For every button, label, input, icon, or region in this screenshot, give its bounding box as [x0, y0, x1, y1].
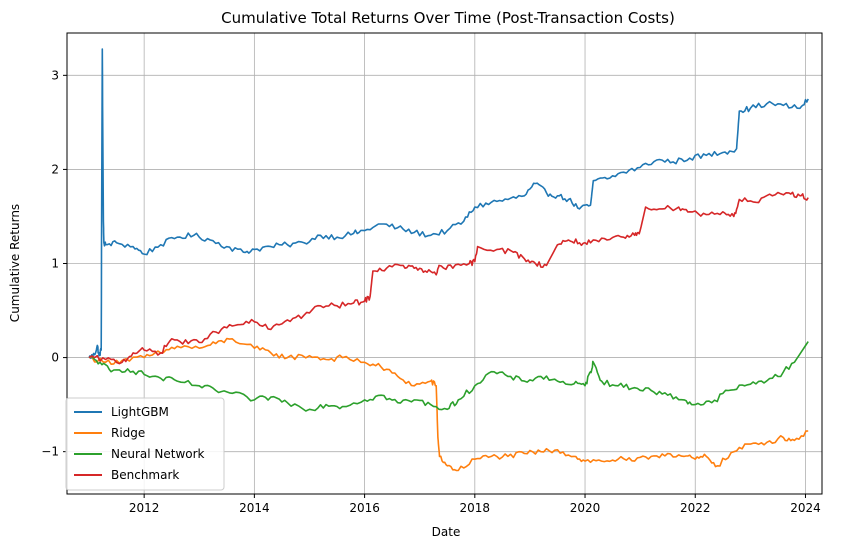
- x-tick-label: 2014: [239, 501, 270, 515]
- series-lines: [88, 48, 809, 472]
- y-tick-label: 0: [51, 351, 59, 365]
- chart-title: Cumulative Total Returns Over Time (Post…: [221, 9, 675, 27]
- x-tick-label: 2012: [129, 501, 160, 515]
- legend: LightGBM Ridge Neural Network Benchmark: [65, 397, 225, 491]
- series-line-benchmark: [88, 191, 809, 365]
- legend-label: Ridge: [111, 426, 145, 440]
- legend-label: Neural Network: [111, 447, 205, 461]
- y-tick-label: 2: [51, 162, 59, 176]
- x-tick-label: 2018: [460, 501, 491, 515]
- y-tick-label: 1: [51, 257, 59, 271]
- x-tick-label: 2020: [570, 501, 601, 515]
- y-axis: −1 0 1 2 3: [41, 68, 67, 459]
- x-tick-label: 2016: [349, 501, 380, 515]
- x-axis-label: Date: [432, 525, 461, 539]
- x-tick-label: 2022: [680, 501, 711, 515]
- series-line-ridge: [88, 337, 809, 472]
- series-line-neural-network: [88, 341, 809, 412]
- series-line-lightgbm: [88, 48, 809, 360]
- legend-box: [65, 397, 225, 491]
- legend-label: LightGBM: [111, 405, 169, 419]
- x-axis: 2012 2014 2016 2018 2020 2022 2024: [129, 494, 821, 515]
- x-tick-label: 2024: [790, 501, 821, 515]
- y-tick-label: −1: [41, 445, 59, 459]
- y-axis-label: Cumulative Returns: [8, 204, 22, 322]
- legend-label: Benchmark: [111, 468, 179, 482]
- y-tick-label: 3: [51, 68, 59, 82]
